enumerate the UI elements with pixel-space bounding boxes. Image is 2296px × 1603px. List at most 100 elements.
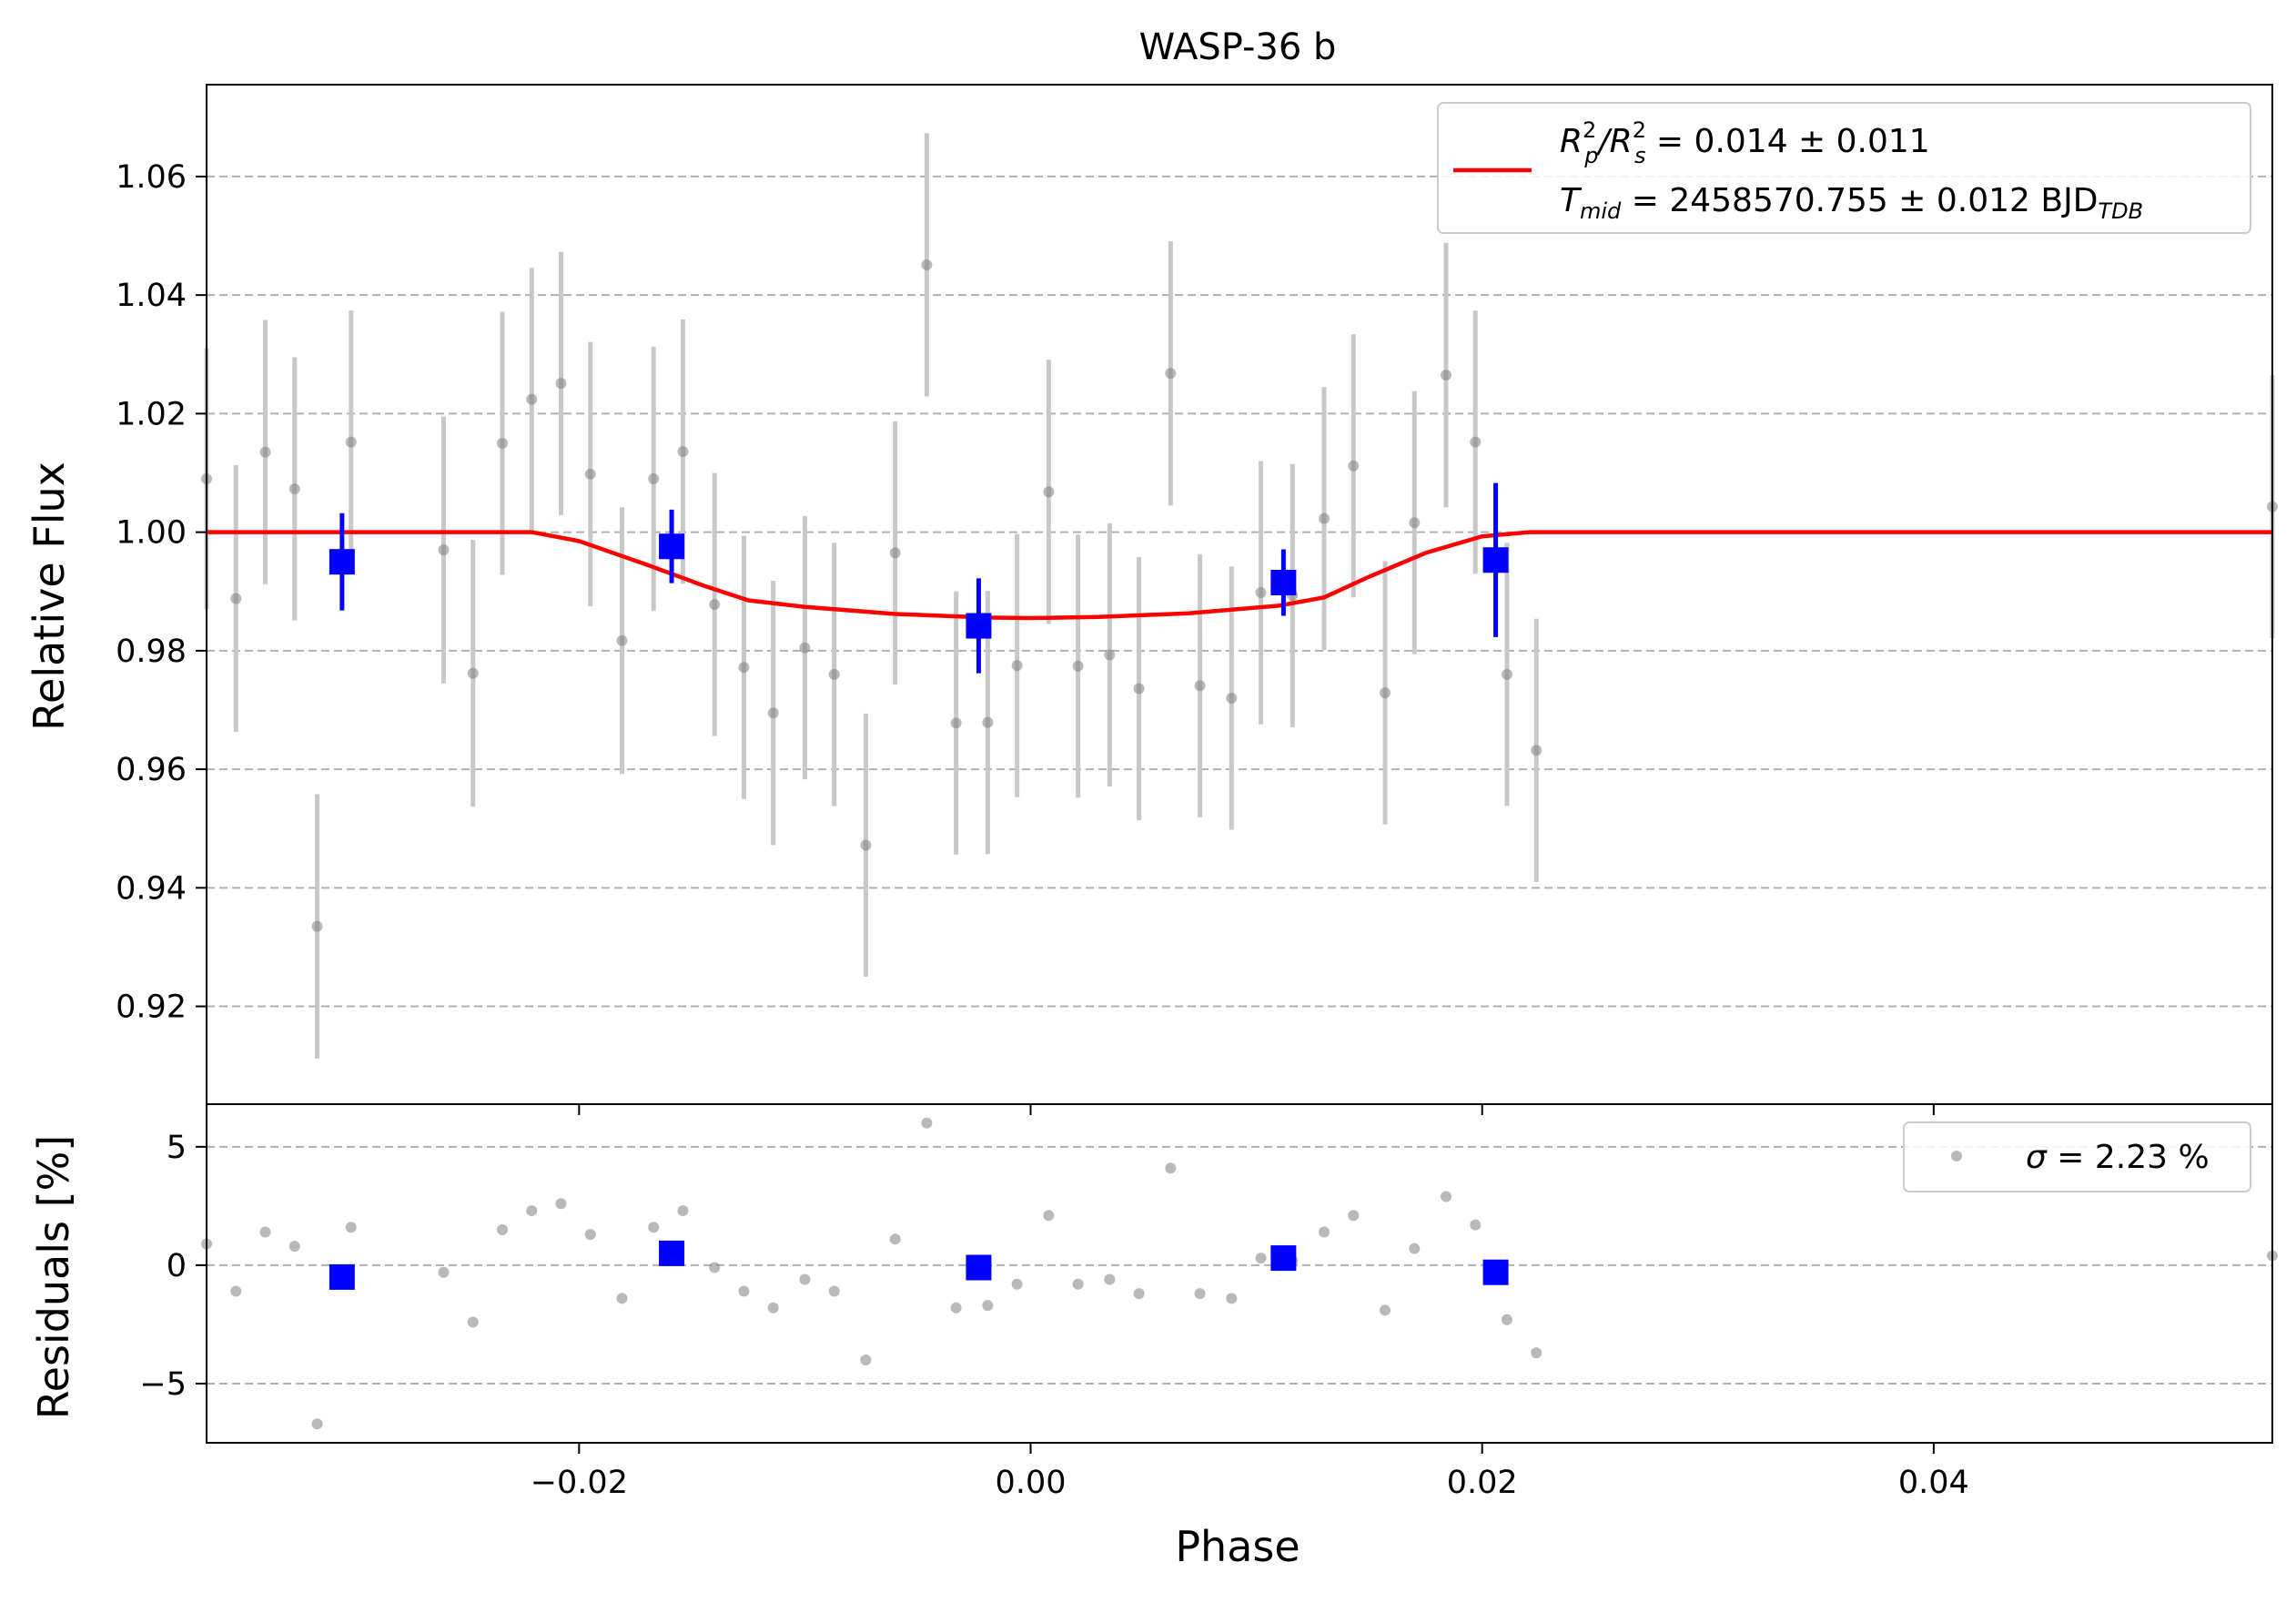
x-tick-label: 0.02 bbox=[1447, 1465, 1518, 1501]
residuals-data-point bbox=[1319, 1226, 1330, 1238]
chart-title: WASP-36 b bbox=[1139, 26, 1337, 68]
flux-data-point bbox=[1072, 660, 1084, 672]
flux-data-point bbox=[345, 436, 357, 448]
residuals-legend-label: σ = 2.23 % bbox=[2026, 1139, 2210, 1176]
flux-y-tick-label: 1.04 bbox=[116, 278, 187, 314]
flux-data-point bbox=[982, 716, 994, 728]
residuals-data-point bbox=[1194, 1288, 1206, 1300]
residuals-data-point bbox=[345, 1222, 357, 1233]
flux-data-point bbox=[438, 544, 450, 556]
flux-data-point bbox=[311, 920, 323, 932]
residuals-data-point bbox=[921, 1117, 933, 1129]
flux-y-tick-label: 0.94 bbox=[116, 870, 187, 907]
flux-y-tick-label: 0.98 bbox=[116, 634, 187, 670]
residuals-binned-point bbox=[1482, 1259, 1509, 1285]
residuals-data-point bbox=[1226, 1293, 1238, 1304]
flux-data-point bbox=[921, 259, 933, 270]
residuals-data-point bbox=[709, 1262, 721, 1273]
x-tick-label: 0.00 bbox=[996, 1465, 1067, 1501]
residuals-data-point bbox=[648, 1222, 660, 1233]
flux-data-point bbox=[767, 707, 779, 719]
flux-legend-tmid: Tmid = 2458570.755 ± 0.012 BJDTDB bbox=[1560, 182, 2143, 224]
x-tick-label: −0.02 bbox=[531, 1465, 628, 1501]
flux-binned-point bbox=[966, 613, 992, 639]
flux-data-point bbox=[799, 642, 811, 654]
residuals-y-tick-label: −5 bbox=[139, 1366, 187, 1403]
flux-data-point bbox=[1255, 587, 1267, 599]
residuals-binned-point bbox=[659, 1240, 685, 1266]
flux-data-point bbox=[230, 593, 242, 604]
flux-data-point bbox=[584, 468, 596, 480]
flux-data-point bbox=[1441, 370, 1451, 381]
flux-data-point bbox=[1043, 486, 1055, 498]
x-tick-label: 0.04 bbox=[1898, 1465, 1969, 1501]
flux-data-point bbox=[709, 599, 721, 611]
residuals-data-point bbox=[1348, 1210, 1360, 1222]
flux-y-axis-label: Relative Flux bbox=[25, 462, 74, 731]
flux-binned-point bbox=[659, 533, 685, 560]
flux-data-point bbox=[259, 446, 271, 458]
residuals-data-point bbox=[738, 1285, 750, 1297]
flux-data-point bbox=[860, 839, 872, 851]
flux-data-point bbox=[1470, 436, 1482, 448]
residuals-data-point bbox=[1255, 1253, 1267, 1264]
flux-data-point bbox=[1165, 368, 1177, 380]
residuals-axes-frame bbox=[206, 1103, 2273, 1444]
flux-data-point bbox=[467, 667, 479, 679]
residuals-data-point bbox=[860, 1354, 872, 1365]
residuals-x-ticks: −0.02 0.00 0.02 0.04 bbox=[531, 1443, 1969, 1501]
residuals-data-point bbox=[616, 1293, 628, 1304]
residuals-data-point bbox=[889, 1233, 901, 1245]
residuals-legend-marker bbox=[1951, 1151, 1962, 1162]
residuals-legend-box bbox=[1903, 1121, 2251, 1192]
residuals-data-point bbox=[1104, 1273, 1116, 1285]
flux-binned-points bbox=[329, 482, 1509, 674]
residuals-y-tick-label: 0 bbox=[167, 1248, 187, 1284]
flux-data-point bbox=[526, 393, 538, 405]
flux-data-point bbox=[1501, 668, 1512, 680]
flux-legend: R2 p/R2 s = 0.014 ± 0.011 Tmid = 2458570.7… bbox=[1437, 102, 2251, 234]
residuals-binned-point bbox=[1270, 1245, 1297, 1272]
residuals-data-point bbox=[1441, 1191, 1451, 1202]
flux-data-point bbox=[677, 446, 689, 458]
flux-data-point bbox=[1194, 680, 1206, 692]
residuals-data-point bbox=[1380, 1304, 1391, 1316]
flux-y-tick-label: 1.00 bbox=[116, 515, 187, 552]
flux-data-point bbox=[1133, 683, 1145, 695]
residuals-data-point bbox=[526, 1205, 538, 1217]
residuals-data-point bbox=[1011, 1278, 1023, 1290]
flux-data-point bbox=[496, 437, 508, 449]
flux-panel: 0.92 0.94 0.96 0.98 1.00 1.02 1.04 1.06 Relativ… bbox=[25, 84, 2278, 1115]
flux-data-point bbox=[1226, 692, 1238, 704]
x-axis-label: Phase bbox=[1175, 1522, 1300, 1571]
residuals-y-axis-label: Residuals [%] bbox=[29, 1135, 78, 1419]
residuals-data-point bbox=[259, 1226, 271, 1238]
flux-data-points bbox=[201, 259, 2278, 932]
flux-binned-point bbox=[1482, 547, 1509, 573]
residuals-data-point bbox=[1501, 1314, 1512, 1325]
flux-data-point bbox=[1104, 649, 1116, 661]
residuals-data-point bbox=[1043, 1210, 1055, 1222]
residuals-data-point bbox=[799, 1273, 811, 1285]
flux-data-point bbox=[1348, 460, 1360, 472]
residuals-data-point bbox=[1531, 1347, 1542, 1359]
flux-y-tick-label: 0.96 bbox=[116, 752, 187, 788]
flux-y-tick-label: 1.06 bbox=[116, 159, 187, 196]
flux-data-point bbox=[828, 668, 840, 680]
residuals-legend: σ = 2.23 % bbox=[1903, 1121, 2251, 1192]
flux-y-tick-label: 1.02 bbox=[116, 396, 187, 432]
flux-y-ticks: 0.92 0.94 0.96 0.98 1.00 1.02 1.04 1.06 bbox=[116, 159, 1935, 1115]
flux-axes-frame bbox=[206, 84, 2273, 1105]
residuals-y-tick-label: 5 bbox=[167, 1130, 187, 1166]
flux-data-point bbox=[616, 634, 628, 646]
residuals-data-point bbox=[496, 1223, 508, 1235]
flux-data-point bbox=[738, 662, 750, 674]
residuals-data-point bbox=[230, 1285, 242, 1297]
residuals-data-point bbox=[1072, 1278, 1084, 1290]
residuals-panel: −5 0 5 −0.02 0.00 0.02 0.04 Residuals [%] Pha… bbox=[29, 1103, 2278, 1571]
residuals-binned-point bbox=[966, 1254, 992, 1281]
flux-data-point bbox=[1531, 745, 1542, 756]
residuals-data-point bbox=[828, 1285, 840, 1297]
residuals-data-point bbox=[288, 1241, 300, 1253]
